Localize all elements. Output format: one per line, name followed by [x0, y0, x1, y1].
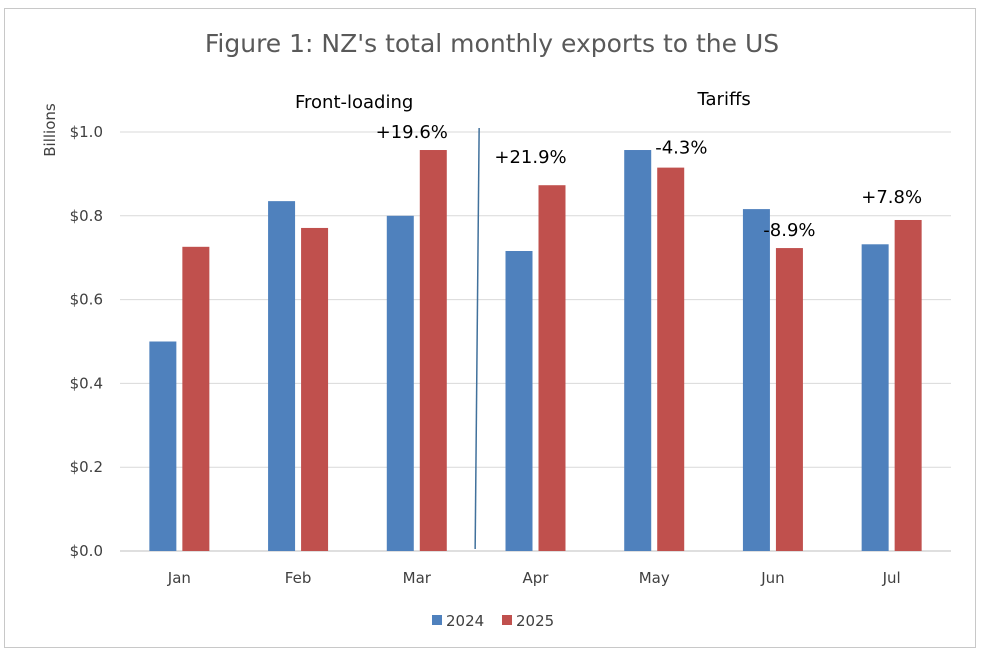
y-tick-label: $1.0 — [70, 123, 103, 141]
y-axis-label: Billions — [41, 103, 59, 157]
y-tick-labels: $0.0 $0.2 $0.4 $0.6 $0.8 $1.0 — [70, 123, 103, 560]
bars — [149, 128, 921, 551]
period-divider — [475, 128, 479, 549]
bar-2025-may — [657, 168, 684, 551]
bar-2025-feb — [301, 228, 328, 551]
annotation-may: -4.3% — [655, 138, 707, 159]
bar-2024-jul — [862, 244, 889, 551]
x-tick-label: Jan — [167, 569, 191, 587]
gridlines — [120, 132, 951, 551]
legend-label-2025: 2025 — [516, 612, 554, 630]
bar-2025-mar — [420, 150, 447, 551]
chart-svg: Figure 1: NZ's total monthly exports to … — [0, 0, 984, 657]
x-tick-label: Apr — [523, 569, 550, 587]
y-tick-label: $0.6 — [70, 291, 103, 309]
x-tick-label: May — [639, 569, 670, 587]
y-tick-label: $0.2 — [70, 458, 103, 476]
bar-2025-jan — [182, 247, 209, 551]
bar-2025-apr — [539, 185, 566, 551]
bar-2024-may — [624, 150, 651, 551]
period-labels: Front-loading Tariffs — [295, 89, 751, 113]
period-label-tariffs: Tariffs — [697, 89, 751, 110]
y-tick-label: $0.8 — [70, 207, 103, 225]
bar-2024-jan — [149, 342, 176, 552]
chart-title: Figure 1: NZ's total monthly exports to … — [205, 29, 779, 58]
annotation-jul: +7.8% — [861, 187, 922, 208]
legend-swatch-2025 — [502, 615, 512, 625]
bar-2024-jun — [743, 209, 770, 551]
bar-2025-jun — [776, 248, 803, 551]
x-tick-label: Jun — [760, 569, 784, 587]
period-label-front-loading: Front-loading — [295, 92, 413, 113]
annotation-jun: -8.9% — [763, 220, 815, 241]
bar-2024-feb — [268, 201, 295, 551]
legend-swatch-2024 — [432, 615, 442, 625]
x-tick-label: Feb — [285, 569, 312, 587]
legend: 2024 2025 — [432, 612, 554, 630]
legend-label-2024: 2024 — [446, 612, 484, 630]
annotation-apr: +21.9% — [494, 147, 566, 168]
bar-2024-mar — [387, 216, 414, 551]
bar-2024-apr — [506, 251, 533, 551]
annotation-mar: +19.6% — [376, 122, 448, 143]
x-tick-labels: Jan Feb Mar Apr May Jun Jul — [167, 569, 901, 587]
x-tick-label: Mar — [403, 569, 432, 587]
y-tick-label: $0.0 — [70, 542, 103, 560]
x-tick-label: Jul — [882, 569, 901, 587]
bar-2025-jul — [895, 220, 922, 551]
y-tick-label: $0.4 — [70, 374, 103, 392]
